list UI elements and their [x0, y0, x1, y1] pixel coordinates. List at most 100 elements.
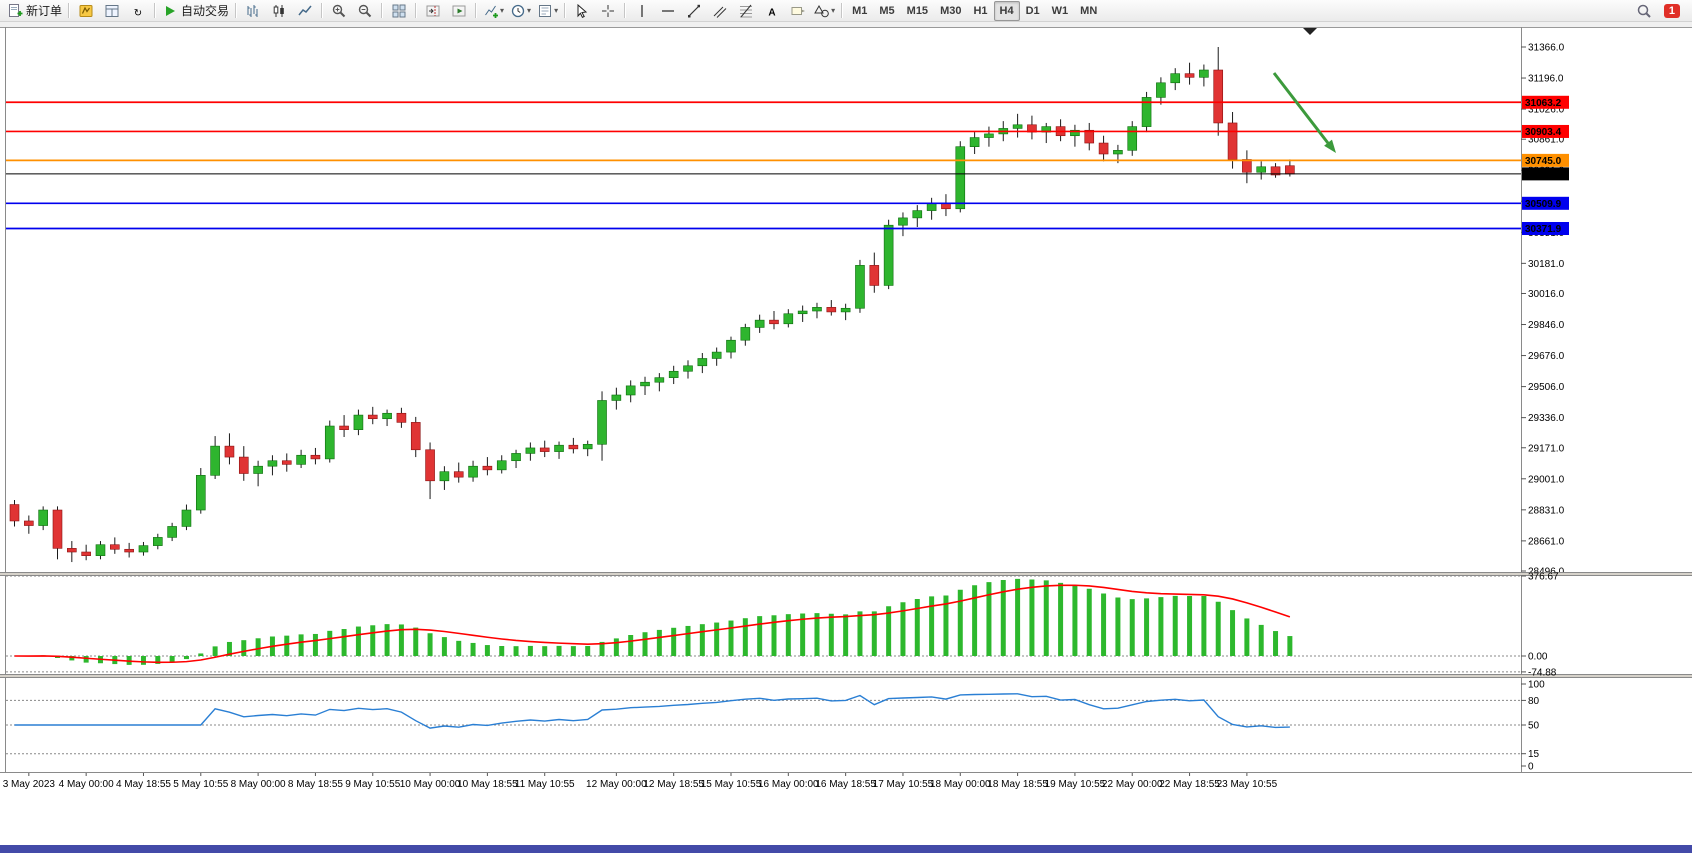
new-order-label: 新订单 [26, 4, 63, 18]
svg-text:10 May 18:55: 10 May 18:55 [457, 779, 518, 790]
zoom-in[interactable] [326, 1, 352, 21]
panel-separator[interactable] [0, 674, 1692, 678]
notification-badge[interactable]: 1 [1663, 3, 1680, 18]
time-axis[interactable]: 3 May 2023 4 May 00:00 4 May 18:55 5 May 10… [3, 773, 1278, 790]
period-menu[interactable]: ▾ [507, 1, 534, 21]
rsi-line [14, 693, 1290, 729]
toolbar-separator [68, 3, 71, 18]
cursor-tool[interactable] [569, 1, 595, 21]
svg-text:12 May 18:55: 12 May 18:55 [643, 779, 704, 790]
svg-text:30861.0: 30861.0 [1528, 135, 1565, 146]
svg-text:22 May 00:00: 22 May 00:00 [1102, 779, 1163, 790]
panel-separator[interactable] [0, 572, 1692, 576]
linechart-icon [297, 3, 313, 19]
line-chart-mode[interactable] [292, 1, 318, 21]
level-lines[interactable]: 31063.2 30903.4 30745.0 30509.9 30371.9 30671… [6, 95, 1569, 236]
tf-m5[interactable]: M5 [873, 1, 900, 21]
tf-w1[interactable]: W1 [1046, 1, 1075, 21]
svg-text:22 May 18:55: 22 May 18:55 [1159, 779, 1220, 790]
metaeditor[interactable] [73, 1, 99, 21]
toolbar-separator [564, 3, 567, 18]
svg-text:29001.0: 29001.0 [1528, 474, 1565, 485]
tf-m15[interactable]: M15 [901, 1, 934, 21]
play-icon [162, 3, 178, 19]
fibonacci-tool[interactable] [733, 1, 759, 21]
shift-icon [425, 3, 441, 19]
svg-text:3 May 2023: 3 May 2023 [3, 779, 56, 790]
svg-text:30016.0: 30016.0 [1528, 289, 1565, 300]
svg-text:4 May 18:55: 4 May 18:55 [116, 779, 171, 790]
svg-text:50: 50 [1528, 721, 1540, 732]
svg-text:17 May 10:55: 17 May 10:55 [873, 779, 934, 790]
auto-scroll[interactable] [446, 1, 472, 21]
indicator-icon [483, 3, 499, 19]
window-background [0, 796, 1692, 845]
doc-plus-icon [7, 3, 23, 19]
autotrading-label: 自动交易 [181, 4, 230, 18]
tf-h4[interactable]: H4 [993, 0, 1020, 21]
labeltool-icon [790, 3, 806, 19]
chart-window[interactable]: JPN225-,H430715.7 30750.4 30656.5 30671.… [0, 27, 1692, 796]
tf-m15-label: M15 [906, 4, 929, 17]
chevron-down-icon: ▾ [500, 6, 505, 15]
svg-text:31026.0: 31026.0 [1528, 105, 1565, 116]
candles-icon [271, 3, 287, 19]
hline-icon [660, 3, 676, 19]
tile-icon [391, 3, 407, 19]
svg-text:8 May 18:55: 8 May 18:55 [288, 779, 343, 790]
tf-m1[interactable]: M1 [846, 1, 873, 21]
search[interactable] [1631, 1, 1657, 21]
svg-text:↻: ↻ [134, 8, 142, 19]
bottom-pad [0, 853, 1692, 858]
svg-text:9 May 10:55: 9 May 10:55 [345, 779, 400, 790]
toolbar-separator [624, 3, 627, 18]
autotrading[interactable]: 自动交易 [159, 1, 232, 21]
toolbar-separator [321, 3, 324, 18]
tf-d1[interactable]: D1 [1020, 1, 1046, 21]
tf-h1[interactable]: H1 [967, 1, 993, 21]
candlestick-mode[interactable] [266, 1, 292, 21]
chevron-down-icon: ▾ [554, 6, 559, 15]
svg-text:29676.0: 29676.0 [1528, 351, 1565, 362]
current-price-label [1522, 167, 1569, 181]
crosshair-tool[interactable] [595, 1, 621, 21]
toolbar-separator [841, 3, 844, 18]
svg-text:4 May 00:00: 4 May 00:00 [59, 779, 114, 790]
price-label-31063.2 [1522, 95, 1569, 109]
new-order[interactable]: 新订单 [4, 1, 65, 21]
trend-arrow-annotation[interactable] [1272, 72, 1336, 153]
svg-text:23 May 10:55: 23 May 10:55 [1217, 779, 1278, 790]
chart-shift[interactable] [420, 1, 446, 21]
zoom-out[interactable] [352, 1, 378, 21]
channel-tool[interactable] [707, 1, 733, 21]
text-tool[interactable]: A [759, 1, 785, 21]
data-window[interactable] [99, 1, 125, 21]
tf-m30[interactable]: M30 [934, 1, 967, 21]
chart-background [0, 27, 1692, 796]
add-indicator[interactable]: ▾ [480, 1, 507, 21]
search-icon [1636, 3, 1652, 19]
chart-shift-marker[interactable] [1303, 28, 1317, 35]
svg-text:29846.0: 29846.0 [1528, 320, 1565, 331]
bar-chart-mode[interactable] [240, 1, 266, 21]
svg-text:16 May 18:55: 16 May 18:55 [815, 779, 876, 790]
refresh[interactable]: ↻ [125, 1, 151, 21]
svg-text:28661.0: 28661.0 [1528, 536, 1565, 547]
shapes-icon [814, 3, 830, 19]
toolbar: 新订单 ↻ 自动交易 ▾ ▾ ▾ A ▾ M1 M5 M15 M30 H1 H4 D1 W1 MN 1 [0, 0, 1692, 22]
vertical-line-tool[interactable] [629, 1, 655, 21]
tile-windows[interactable] [386, 1, 412, 21]
trendline-icon [686, 3, 702, 19]
tf-mn[interactable]: MN [1074, 1, 1103, 21]
label-tool[interactable] [785, 1, 811, 21]
template-menu[interactable]: ▾ [534, 1, 561, 21]
data-window-icon [104, 3, 120, 19]
svg-text:15 May 10:55: 15 May 10:55 [701, 779, 762, 790]
bottom-strip [0, 845, 1692, 853]
horizontal-line-tool[interactable] [655, 1, 681, 21]
candlestick-series [9, 47, 1295, 563]
shapes-tool[interactable]: ▾ [811, 1, 838, 21]
trendline-tool[interactable] [681, 1, 707, 21]
svg-text:30671.1: 30671.1 [1525, 169, 1562, 180]
svg-text:10 May 00:00: 10 May 00:00 [400, 779, 461, 790]
